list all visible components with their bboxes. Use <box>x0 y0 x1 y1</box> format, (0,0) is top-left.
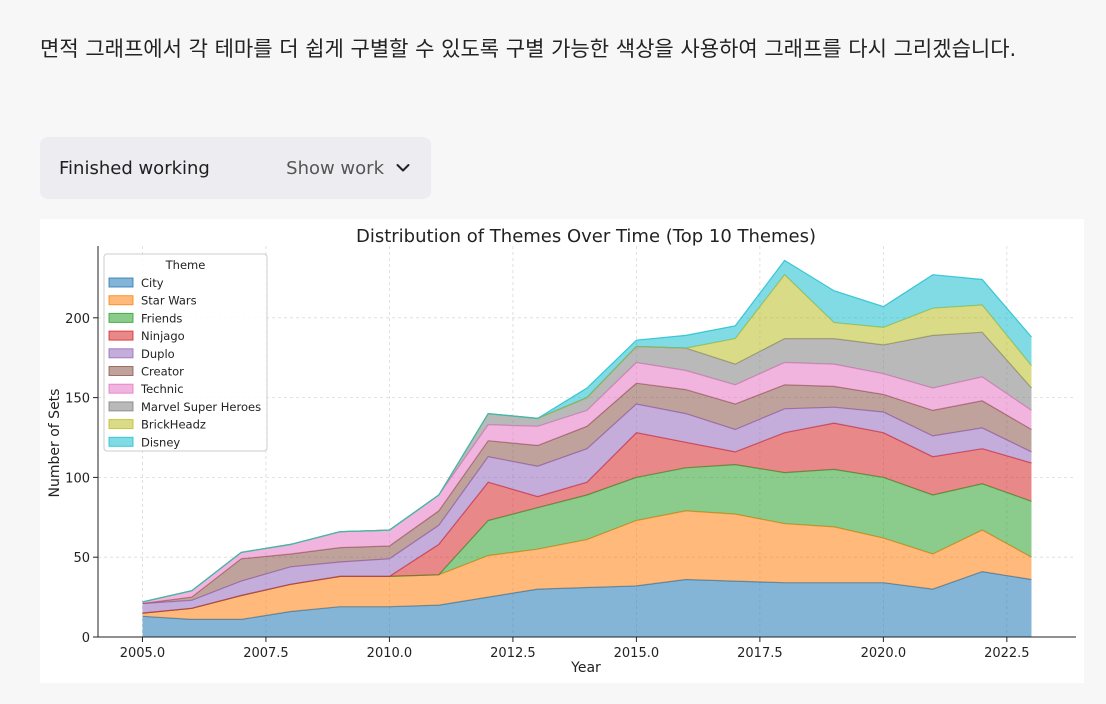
x-tick-label: 2005.0 <box>120 646 166 661</box>
x-tick-label: 2012.5 <box>490 646 536 661</box>
x-tick-label: 2007.5 <box>243 646 289 661</box>
area-disney <box>142 260 1032 602</box>
legend-label: Ninjago <box>141 329 185 343</box>
legend-label: Disney <box>141 435 180 449</box>
area-marvel-super-heroes <box>142 332 1032 602</box>
legend-label: Technic <box>140 382 184 396</box>
area-friends <box>142 464 1032 614</box>
area-technic <box>142 362 1032 604</box>
legend-swatch <box>108 312 134 323</box>
x-tick-label: 2017.5 <box>737 646 783 661</box>
y-tick-label: 150 <box>65 392 90 407</box>
x-tick-label: 2022.5 <box>984 646 1030 661</box>
legend-label: City <box>141 276 164 290</box>
y-tick-label: 0 <box>82 631 90 646</box>
x-tick-label: 2010.0 <box>367 646 413 661</box>
legend-swatch <box>108 348 134 359</box>
work-status-card: Finished working Show work <box>40 137 431 199</box>
x-axis-label: Year <box>570 660 601 676</box>
legend-box <box>103 253 268 452</box>
y-tick-label: 200 <box>65 312 90 327</box>
legend-label: Marvel Super Heroes <box>141 400 261 414</box>
y-tick-label: 50 <box>73 551 90 566</box>
chart-image: 2005.0 2007.5 2010.0 2012.5 2015.0 2017.5 2020… <box>40 219 1084 683</box>
area-city <box>142 571 1032 637</box>
chart-title: Distribution of Themes Over Time (Top 10… <box>356 226 816 247</box>
area-ninjago <box>142 423 1032 614</box>
assistant-message: 면적 그래프에서 각 테마를 더 쉽게 구별할 수 있도록 구별 가능한 색상을… <box>40 37 1017 61</box>
legend-swatch <box>108 419 134 430</box>
chevron-down-icon <box>396 164 410 172</box>
x-tick-label: 2015.0 <box>614 646 660 661</box>
y-tick-label: 100 <box>65 471 90 486</box>
legend-label: Creator <box>141 365 184 379</box>
axes: 2005.0 2007.5 2010.0 2012.5 2015.0 2017.5 2020… <box>65 246 1076 661</box>
area-creator <box>142 383 1032 604</box>
legend-swatch <box>108 401 134 412</box>
area-chart: 2005.0 2007.5 2010.0 2012.5 2015.0 2017.5 2020… <box>47 226 1076 676</box>
legend-label: Duplo <box>141 347 175 361</box>
legend-swatch <box>108 295 134 306</box>
legend-swatch <box>108 277 134 288</box>
area-edge-disney <box>142 259 1032 603</box>
stacked-areas <box>142 259 1032 637</box>
x-tick-label: 2020.0 <box>861 646 907 661</box>
legend-swatch <box>108 383 134 394</box>
y-axis-label: Number of Sets <box>47 389 63 498</box>
legend-swatch <box>108 330 134 341</box>
legend-label: Friends <box>141 311 182 325</box>
show-work-label: Show work <box>286 157 384 179</box>
legend-label: Star Wars <box>141 294 197 308</box>
area-star-wars <box>142 510 1032 620</box>
show-work-button[interactable]: Show work <box>286 158 412 179</box>
status-label: Finished working <box>59 157 210 179</box>
legend-swatch <box>108 366 134 376</box>
legend-swatch <box>108 436 134 447</box>
legend-label: BrickHeadz <box>141 418 206 432</box>
legend-title: Theme <box>165 258 206 272</box>
